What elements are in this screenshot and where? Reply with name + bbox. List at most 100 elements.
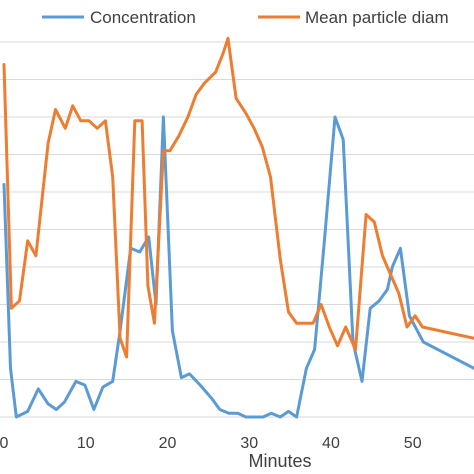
legend-item: Concentration [42,8,196,27]
data-point [93,408,95,411]
data-point [269,176,272,178]
data-point [104,120,106,122]
data-point [312,322,314,324]
data-point [391,266,393,268]
data-point [80,120,82,122]
data-point [84,384,86,386]
gridlines [0,41,474,418]
data-point [139,251,141,253]
legend-label: Mean particle diam [305,8,449,27]
data-point [15,416,17,418]
data-point [328,326,330,328]
data-point [373,221,375,223]
data-point [314,348,316,351]
data-point [96,127,98,129]
data-point [296,322,298,324]
data-point [345,326,347,328]
x-tick-label: 30 [240,435,258,452]
data-point [354,348,357,351]
series-line [2,36,474,359]
data-point [399,247,402,249]
data-point [336,345,339,347]
data-point [162,116,164,118]
data-point [18,300,21,302]
x-tick-label: 40 [322,435,340,452]
data-point [219,408,221,411]
data-point [141,120,143,122]
data-point [178,135,180,137]
data-point [390,273,392,276]
data-point [365,213,367,216]
data-point [72,105,74,107]
plot-area [2,36,474,419]
data-point [334,116,336,118]
series-line [2,115,474,419]
data-point [421,326,424,328]
series-1 [2,115,474,419]
data-point [126,356,128,358]
data-point [187,116,189,118]
x-axis-ticks: 0 10 20 30 40 50 [0,435,422,452]
data-point [54,108,57,111]
data-point [9,367,12,369]
data-point [64,127,66,129]
data-point [222,52,224,54]
x-axis-title: Minutes [248,451,311,471]
data-point [262,416,264,418]
data-point [63,401,66,403]
data-point [134,120,136,122]
data-point [195,93,197,96]
data-point [35,255,37,257]
data-point [199,384,201,386]
data-point [3,183,5,186]
data-point [203,82,205,84]
x-tick-label: 50 [404,435,422,452]
data-point [180,377,182,379]
data-point [381,255,384,257]
data-point [261,146,263,148]
data-point [112,380,114,382]
data-point [169,150,171,152]
data-point [305,367,308,369]
data-point [211,397,213,399]
data-point [27,240,29,242]
data-point [37,388,39,390]
legend-item: Mean particle diam [258,8,449,27]
data-point [119,337,121,339]
data-point [279,258,281,261]
data-point [215,71,217,73]
data-point [228,412,230,414]
data-point [47,403,49,405]
data-point [398,292,400,294]
data-point [148,236,150,238]
data-point [408,315,411,317]
data-point [112,176,114,178]
data-point [422,341,424,343]
data-point [147,285,149,287]
data-point [171,330,173,332]
data-point [75,380,77,382]
data-point [406,326,408,328]
data-point [153,322,155,324]
data-point [3,63,5,66]
x-tick-label: 0 [0,435,9,452]
data-point [342,138,344,141]
data-point [162,150,164,152]
data-point [369,307,371,309]
data-point [270,412,272,414]
data-point [279,416,281,418]
x-tick-label: 10 [77,435,95,452]
data-point [10,307,12,309]
legend-label: Concentration [90,8,196,27]
data-point [320,303,322,306]
data-point [88,120,90,122]
data-point [287,410,290,412]
data-point [386,288,388,291]
data-point [235,97,237,99]
data-point [188,373,191,375]
data-point [237,412,239,414]
data-point [253,127,255,129]
data-point [414,315,416,317]
